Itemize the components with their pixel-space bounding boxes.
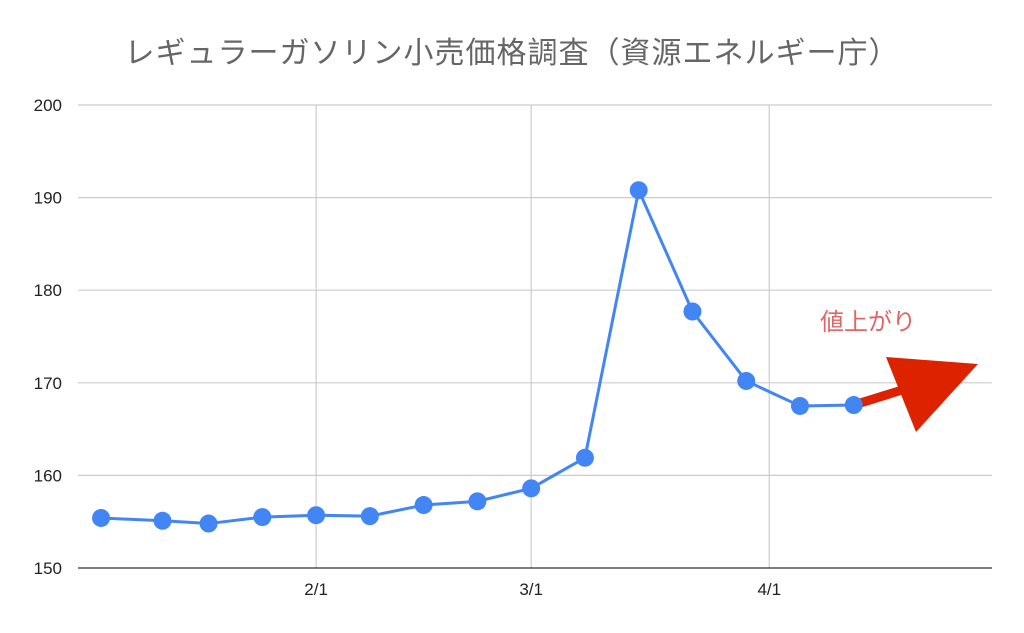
arrow-layer <box>849 357 978 432</box>
data-point <box>360 507 379 526</box>
grid <box>78 104 992 568</box>
data-point <box>199 514 218 533</box>
data-point <box>790 396 809 415</box>
labels: 150 160 170 180 190 200 2/1 3/1 4/1 値上がり <box>34 96 916 599</box>
y-tick-label: 200 <box>34 96 62 115</box>
data-point <box>468 492 487 511</box>
series-points <box>92 181 863 533</box>
y-tick-label: 170 <box>34 374 62 393</box>
x-tick-label: 2/1 <box>304 580 328 599</box>
data-point <box>253 508 272 527</box>
series-line <box>100 188 854 526</box>
data-point <box>629 181 648 200</box>
y-tick-label: 190 <box>34 189 62 208</box>
series-line-layer <box>100 188 854 526</box>
data-point <box>522 479 541 498</box>
y-tick-label: 150 <box>34 559 62 578</box>
data-point <box>575 448 594 467</box>
data-point <box>414 496 433 515</box>
arrow-head <box>886 357 978 432</box>
y-tick-label: 160 <box>34 466 62 485</box>
chart-title: レギュラーガソリン小売価格調査（資源エネルギー庁） <box>124 36 900 71</box>
y-tick-label: 180 <box>34 281 62 300</box>
data-point <box>153 511 172 530</box>
data-point <box>844 396 863 415</box>
annotation-label: 値上がり <box>820 308 916 336</box>
x-tick-label: 4/1 <box>757 580 781 599</box>
data-point <box>307 506 326 525</box>
data-point <box>737 371 756 390</box>
x-tick-label: 3/1 <box>519 580 543 599</box>
data-point <box>92 508 111 527</box>
data-point <box>683 302 702 321</box>
